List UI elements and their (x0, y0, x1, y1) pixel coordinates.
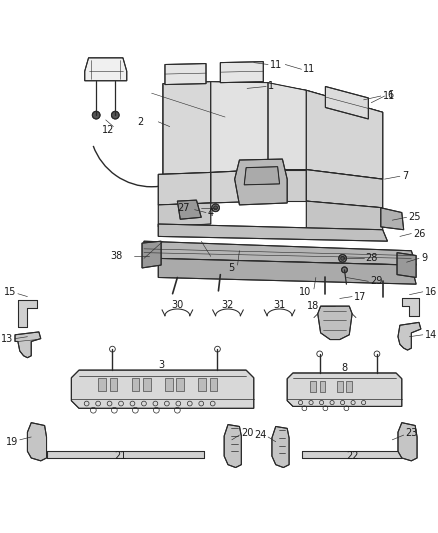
Text: 20: 20 (241, 428, 254, 438)
Polygon shape (268, 83, 306, 169)
Polygon shape (177, 200, 201, 219)
Polygon shape (110, 378, 117, 391)
Polygon shape (268, 169, 306, 201)
Text: 21: 21 (114, 451, 126, 461)
Polygon shape (398, 423, 417, 461)
Polygon shape (337, 381, 343, 392)
Polygon shape (210, 378, 218, 391)
Polygon shape (346, 381, 352, 392)
Polygon shape (301, 451, 402, 458)
Text: 30: 30 (171, 300, 184, 310)
Text: 14: 14 (425, 330, 437, 340)
Text: 6: 6 (388, 90, 394, 100)
Polygon shape (158, 203, 211, 227)
Polygon shape (397, 253, 416, 278)
Circle shape (111, 111, 119, 119)
Polygon shape (71, 370, 254, 408)
Polygon shape (98, 378, 106, 391)
Text: 26: 26 (413, 229, 426, 239)
Polygon shape (46, 451, 204, 458)
Text: 7: 7 (402, 171, 408, 181)
Polygon shape (211, 169, 268, 203)
Text: 19: 19 (6, 437, 18, 447)
Text: 22: 22 (346, 451, 358, 461)
Polygon shape (381, 208, 404, 230)
Polygon shape (211, 82, 268, 173)
Text: 11: 11 (304, 64, 316, 74)
Polygon shape (318, 306, 352, 340)
Polygon shape (244, 167, 279, 185)
Polygon shape (235, 159, 287, 205)
Text: 13: 13 (1, 334, 13, 344)
Polygon shape (143, 378, 151, 391)
Circle shape (339, 255, 346, 262)
Polygon shape (165, 378, 173, 391)
Text: 11: 11 (383, 91, 395, 101)
Polygon shape (198, 378, 206, 391)
Polygon shape (325, 86, 368, 119)
Polygon shape (85, 58, 127, 80)
Text: 8: 8 (342, 363, 348, 373)
Polygon shape (398, 322, 421, 350)
Text: 27: 27 (177, 203, 190, 213)
Text: 10: 10 (299, 287, 311, 297)
Polygon shape (402, 298, 419, 316)
Polygon shape (131, 378, 139, 391)
Text: 4: 4 (208, 207, 214, 217)
Circle shape (341, 256, 345, 260)
Polygon shape (144, 241, 416, 265)
Polygon shape (158, 173, 211, 205)
Polygon shape (158, 259, 416, 284)
Polygon shape (158, 224, 388, 241)
Polygon shape (320, 381, 325, 392)
Circle shape (342, 267, 347, 273)
Text: 3: 3 (158, 360, 164, 370)
Text: 15: 15 (4, 287, 16, 297)
Polygon shape (142, 241, 161, 268)
Polygon shape (163, 82, 211, 174)
Text: 18: 18 (307, 301, 319, 311)
Text: 12: 12 (102, 125, 115, 135)
Text: 38: 38 (111, 251, 123, 261)
Polygon shape (177, 378, 184, 391)
Text: 31: 31 (273, 300, 286, 310)
Text: 28: 28 (365, 253, 378, 263)
Polygon shape (220, 62, 263, 83)
Polygon shape (310, 381, 316, 392)
Polygon shape (18, 301, 37, 327)
Text: 2: 2 (138, 117, 144, 127)
Text: 17: 17 (354, 292, 367, 302)
Text: 5: 5 (228, 263, 235, 273)
Text: 23: 23 (406, 428, 418, 438)
Polygon shape (287, 373, 402, 406)
Text: 16: 16 (425, 287, 437, 297)
Polygon shape (306, 90, 383, 179)
Polygon shape (165, 63, 206, 85)
Polygon shape (306, 201, 383, 232)
Text: 24: 24 (254, 430, 266, 440)
Text: 9: 9 (421, 253, 427, 263)
Text: 29: 29 (370, 276, 383, 286)
Text: 1: 1 (268, 82, 274, 92)
Circle shape (212, 204, 219, 212)
Polygon shape (306, 169, 383, 208)
Text: 25: 25 (409, 212, 421, 222)
Circle shape (214, 206, 218, 209)
Text: 11: 11 (270, 60, 282, 69)
Polygon shape (163, 80, 383, 179)
Polygon shape (15, 332, 41, 358)
Polygon shape (224, 425, 241, 467)
Circle shape (92, 111, 100, 119)
Polygon shape (28, 423, 46, 461)
Text: 32: 32 (222, 300, 234, 310)
Polygon shape (272, 426, 289, 467)
